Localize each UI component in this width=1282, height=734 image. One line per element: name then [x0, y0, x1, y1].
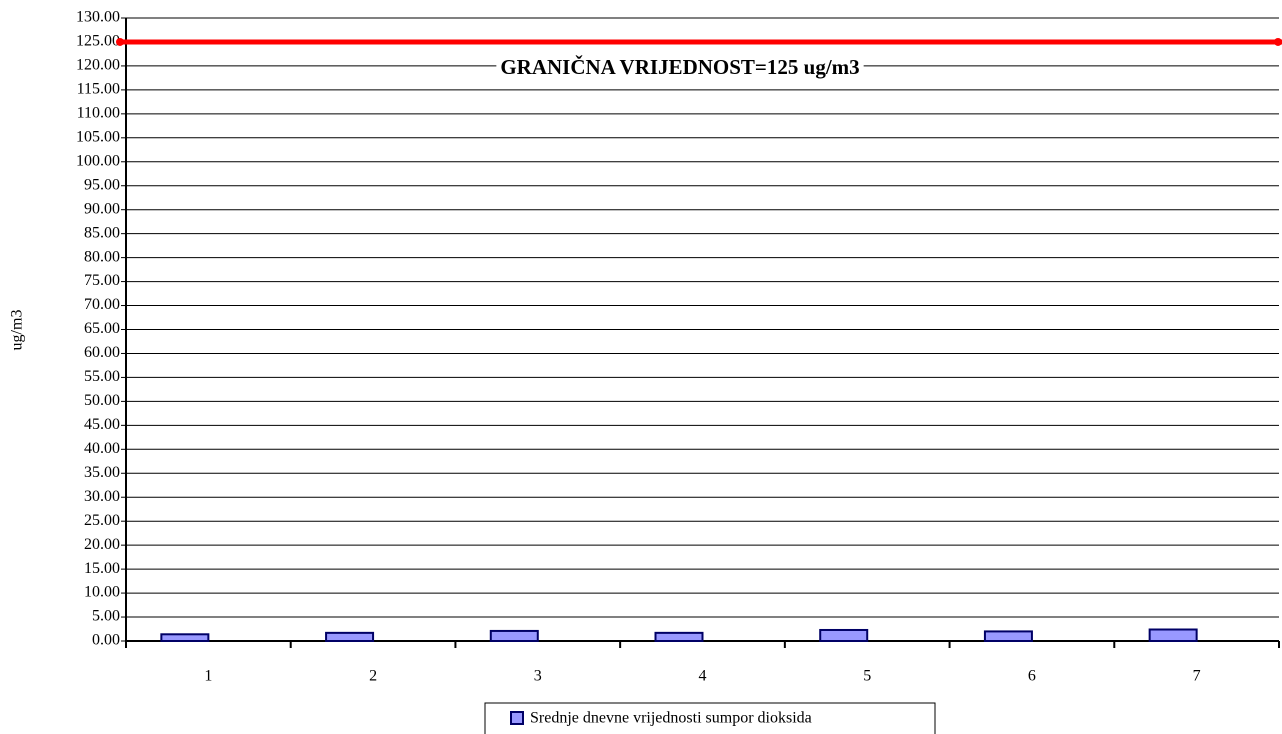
y-tick-label: 20.00 [84, 536, 120, 553]
reference-annotation: GRANIČNA VRIJEDNOST=125 ug/m3 [500, 55, 859, 79]
y-tick-label: 25.00 [84, 512, 120, 529]
y-tick-label: 110.00 [77, 105, 120, 122]
y-tick-label: 90.00 [84, 200, 120, 217]
bar [819, 628, 869, 643]
x-tick-label: 1 [204, 668, 212, 685]
y-tick-label: 105.00 [76, 128, 120, 145]
x-tick-label: 4 [699, 668, 707, 685]
x-tick-label: 3 [534, 668, 542, 685]
y-tick-label: 75.00 [84, 272, 120, 289]
y-tick-label: 55.00 [84, 368, 120, 385]
y-tick-label: 45.00 [84, 416, 120, 433]
y-tick-label: 50.00 [84, 392, 120, 409]
y-tick-label: 85.00 [84, 224, 120, 241]
y-axis-title: ug/m3 [9, 310, 26, 351]
y-tick-label: 115.00 [77, 81, 120, 98]
y-tick-label: 125.00 [76, 33, 120, 50]
legend-swatch [510, 711, 524, 725]
bar [325, 631, 375, 643]
bar [489, 629, 539, 643]
bar [983, 630, 1033, 643]
y-tick-label: 30.00 [84, 488, 120, 505]
y-tick-label: 130.00 [76, 9, 120, 26]
y-tick-label: 80.00 [84, 248, 120, 265]
annotation-background [496, 54, 864, 79]
x-tick-label: 5 [863, 668, 871, 685]
y-tick-label: 40.00 [84, 440, 120, 457]
y-tick-label: 95.00 [84, 176, 120, 193]
bar [160, 633, 210, 643]
y-tick-label: 100.00 [76, 152, 120, 169]
reference-line-end [1274, 37, 1282, 46]
y-tick-label: 5.00 [92, 608, 120, 625]
x-tick-label: 2 [369, 668, 377, 685]
reference-line-end [116, 37, 124, 46]
y-tick-label: 0.00 [92, 632, 120, 649]
y-tick-label: 60.00 [84, 344, 120, 361]
y-tick-label: 65.00 [84, 320, 120, 337]
y-tick-label: 15.00 [84, 560, 120, 577]
x-tick-label: 6 [1028, 668, 1036, 685]
legend-label: Srednje dnevne vrijednosti sumpor dioksi… [530, 710, 812, 727]
y-tick-label: 120.00 [76, 57, 120, 74]
y-tick-label: 10.00 [84, 584, 120, 601]
x-tick-label: 7 [1193, 668, 1201, 685]
y-tick-label: 35.00 [84, 464, 120, 481]
y-tick-label: 70.00 [84, 296, 120, 313]
legend-box [484, 702, 936, 734]
bar [654, 631, 704, 643]
bar [1148, 628, 1198, 643]
